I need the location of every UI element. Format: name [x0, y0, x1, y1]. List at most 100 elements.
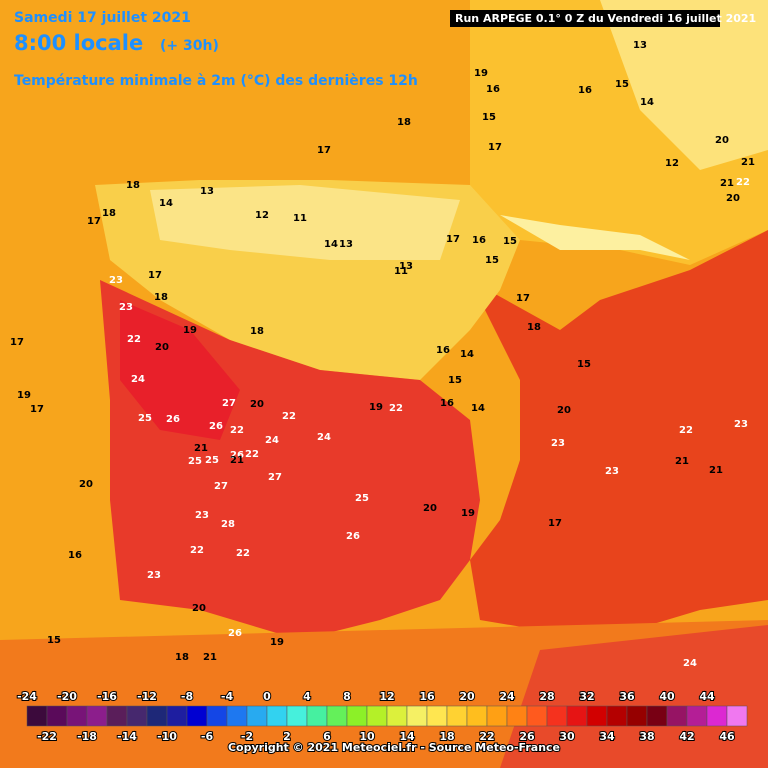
- colorbar-bottom-label: -22: [37, 730, 57, 743]
- temperature-label: 17: [30, 404, 44, 415]
- temperature-label: 17: [548, 518, 562, 529]
- colorbar-cell: [546, 705, 568, 727]
- temperature-label: 16: [472, 235, 486, 246]
- temperature-label: 23: [195, 510, 209, 521]
- temperature-label: 14: [640, 97, 654, 108]
- header-time: 8:00 locale: [14, 31, 143, 55]
- temperature-label: 23: [147, 570, 161, 581]
- temperature-label: 13: [399, 261, 413, 272]
- colorbar-top-label: 36: [619, 690, 635, 703]
- temperature-label: 22: [736, 177, 750, 188]
- temperature-label: 18: [154, 292, 168, 303]
- temperature-label: 12: [665, 158, 679, 169]
- colorbar-top-label: 16: [419, 690, 435, 703]
- temperature-label: 22: [282, 411, 296, 422]
- temperature-label: 15: [615, 79, 629, 90]
- temperature-label: 15: [482, 112, 496, 123]
- copyright: Copyright © 2021 Meteociel.fr - Source M…: [228, 741, 560, 754]
- temperature-label: 14: [471, 403, 485, 414]
- colorbar-bottom-label: 10: [359, 730, 375, 743]
- colorbar-top-label: -8: [181, 690, 193, 703]
- temperature-label: 25: [355, 493, 369, 504]
- temperature-label: 19: [369, 402, 383, 413]
- temperature-label: 26: [346, 531, 360, 542]
- temperature-label: 16: [440, 398, 454, 409]
- colorbar-top-label: 8: [343, 690, 351, 703]
- temperature-label: 26: [228, 628, 242, 639]
- colorbar-bottom-label: 14: [399, 730, 415, 743]
- colorbar-cell: [426, 705, 448, 727]
- header-lead: (+ 30h): [160, 38, 219, 54]
- temperature-label: 19: [270, 637, 284, 648]
- temperature-label: 24: [317, 432, 331, 443]
- colorbar-cell: [566, 705, 588, 727]
- colorbar-cell: [706, 705, 728, 727]
- colorbar-cell: [606, 705, 628, 727]
- colorbar-bottom-label: 42: [679, 730, 694, 743]
- colorbar-cell: [86, 705, 108, 727]
- temperature-label: 13: [200, 186, 214, 197]
- temperature-label: 18: [527, 322, 541, 333]
- colorbar-cell: [26, 705, 48, 727]
- temperature-label: 21: [203, 652, 217, 663]
- colorbar-cell: [326, 705, 348, 727]
- colorbar-bottom-label: -18: [77, 730, 97, 743]
- colorbar-cell: [686, 705, 708, 727]
- colorbar-cell: [146, 705, 168, 727]
- colorbar-top-label: 0: [263, 690, 271, 703]
- colorbar-cell: [106, 705, 128, 727]
- temperature-label: 16: [578, 85, 592, 96]
- colorbar-bottom-label: -14: [117, 730, 137, 743]
- temperature-label: 15: [47, 635, 61, 646]
- temperature-label: 20: [715, 135, 729, 146]
- temperature-label: 21: [675, 456, 689, 467]
- colorbar-bottom-label: -10: [157, 730, 177, 743]
- temperature-label: 26: [166, 414, 180, 425]
- colorbar-cell: [346, 705, 368, 727]
- temperature-label: 20: [155, 342, 169, 353]
- temperature-label: 19: [474, 68, 488, 79]
- temperature-label: 11: [394, 266, 408, 277]
- temperature-label: 23: [734, 419, 748, 430]
- temperature-label: 27: [268, 472, 282, 483]
- colorbar-cell: [206, 705, 228, 727]
- colorbar-top-label: -16: [97, 690, 117, 703]
- temperature-labels: 1817191716151615141312202122212018181714…: [10, 40, 755, 669]
- temperature-label: 13: [633, 40, 647, 51]
- colorbar-cell: [446, 705, 468, 727]
- temperature-label: 25: [188, 456, 202, 467]
- temperature-label: 24: [265, 435, 279, 446]
- colorbar-top-label: 32: [579, 690, 594, 703]
- colorbar-top-label: -24: [17, 690, 37, 703]
- temperature-label: 14: [324, 239, 338, 250]
- temperature-label: 11: [293, 213, 307, 224]
- temperature-label: 22: [679, 425, 693, 436]
- temperature-label: 18: [397, 117, 411, 128]
- colorbar-top-label: 20: [459, 690, 475, 703]
- temperature-label: 17: [516, 293, 530, 304]
- temperature-label: 17: [87, 216, 101, 227]
- temperature-label: 22: [190, 545, 204, 556]
- colorbar-cell: [246, 705, 268, 727]
- colorbar-top-label: 44: [699, 690, 715, 703]
- colorbar-cell: [526, 705, 548, 727]
- colorbar-top-label: 12: [379, 690, 394, 703]
- temperature-label: 27: [222, 398, 236, 409]
- colorbar-cell: [46, 705, 68, 727]
- temperature-label: 23: [109, 275, 123, 286]
- colorbar-cell: [266, 705, 288, 727]
- colorbar: -24 -20 -16 -12 -8 -4 0 4 8 12 16 20 24 28 32 36 40 44-22…: [16, 689, 748, 744]
- temperature-label: 18: [175, 652, 189, 663]
- temperature-label: 21: [709, 465, 723, 476]
- colorbar-bottom-label: 6: [323, 730, 331, 743]
- temperature-label: 21: [230, 455, 244, 466]
- colorbar-top-label: -12: [137, 690, 157, 703]
- temperature-label: 21: [720, 178, 734, 189]
- temperature-label: 20: [250, 399, 264, 410]
- temperature-label: 17: [446, 234, 460, 245]
- colorbar-cell: [726, 705, 748, 727]
- temperature-label: 25: [205, 455, 219, 466]
- temperature-label: 13: [339, 239, 353, 250]
- temperature-label: 18: [250, 326, 264, 337]
